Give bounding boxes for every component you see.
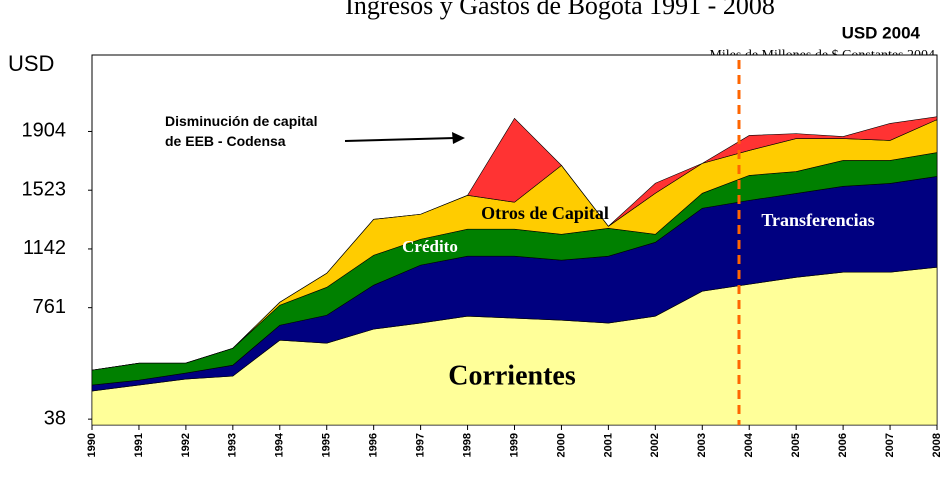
area xyxy=(91,116,938,371)
annotation: Disminución de capital de EEB - Codensa xyxy=(165,113,317,149)
y-tick-label: 38 xyxy=(44,407,66,429)
x-tick-label: 1996 xyxy=(368,433,380,457)
subtitle: USD 2004 xyxy=(842,23,921,42)
x-tick-label: 2006 xyxy=(837,433,849,457)
x-tick-label: 2004 xyxy=(743,432,755,457)
x-tick-label: 2005 xyxy=(790,433,802,457)
x-tick-label: 1990 xyxy=(86,433,98,457)
x-tick-label: 1992 xyxy=(180,433,192,457)
x-tick-label: 1999 xyxy=(508,433,520,457)
x-tick-label: 2003 xyxy=(696,433,708,457)
x-tick-label: 2001 xyxy=(602,433,614,457)
annotation-arrow xyxy=(344,137,456,142)
y-tick-label: 1142 xyxy=(23,237,66,259)
x-tick-label: 2007 xyxy=(884,433,896,457)
x-tick-label: 2000 xyxy=(555,433,567,457)
series-label: Corrientes xyxy=(448,360,576,391)
x-tick-label: 1995 xyxy=(321,433,333,457)
x-tick-label: 1998 xyxy=(461,433,473,457)
y-tick-label: 1904 xyxy=(22,120,67,142)
x-tick-label: 1993 xyxy=(227,433,239,457)
x-tick-label: 1991 xyxy=(133,433,145,457)
y-tick-label: 1523 xyxy=(22,178,67,200)
y-axis-label: USD xyxy=(8,51,54,76)
x-tick-label: 2002 xyxy=(649,433,661,457)
arrow-head xyxy=(452,132,465,144)
series-label: Otros de Capital xyxy=(481,203,609,223)
x-tick-label: 1994 xyxy=(274,432,286,457)
plot: 38 761 1142 1523 1904 Corrientes Transferencia… xyxy=(22,54,942,457)
chart-title: Ingresos y Gastos de Bogotá 1991 - 2008 xyxy=(345,0,775,20)
y-tick-label: 761 xyxy=(33,296,66,318)
series-label: Crédito xyxy=(402,237,458,256)
x-tick-label: 2008 xyxy=(931,433,942,457)
x-tick-label: 1997 xyxy=(415,433,427,457)
series-label: Transferencias xyxy=(761,210,874,230)
